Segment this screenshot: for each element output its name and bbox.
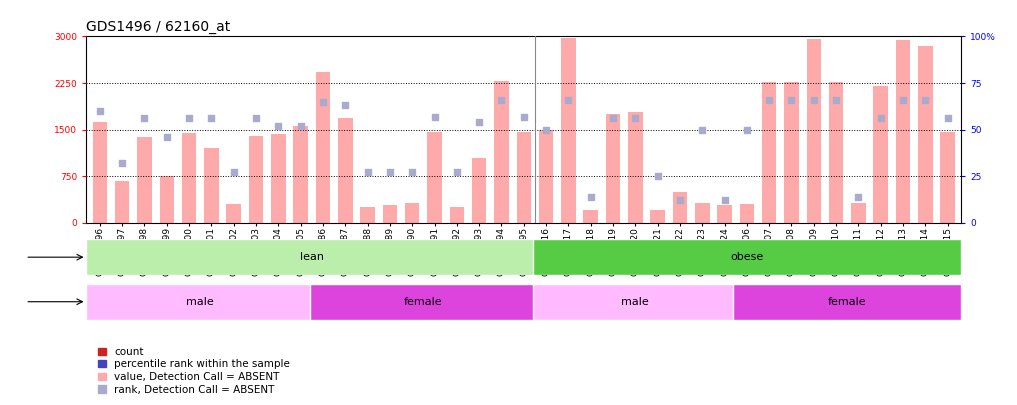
Text: female: female bbox=[828, 297, 866, 307]
Point bbox=[114, 160, 130, 166]
Bar bbox=[517, 132, 531, 223]
Text: obese: obese bbox=[730, 252, 764, 262]
Bar bbox=[427, 132, 441, 223]
Text: male: male bbox=[186, 297, 215, 307]
Bar bbox=[874, 86, 888, 223]
Point bbox=[136, 115, 153, 122]
Bar bbox=[86, 239, 537, 275]
Bar bbox=[896, 40, 910, 223]
Bar bbox=[315, 72, 331, 223]
Bar bbox=[86, 284, 314, 320]
Bar bbox=[733, 284, 961, 320]
Point bbox=[917, 96, 934, 103]
Text: lean: lean bbox=[300, 252, 323, 262]
Point bbox=[92, 108, 108, 114]
Point bbox=[426, 113, 442, 120]
Point bbox=[248, 115, 264, 122]
Point bbox=[850, 194, 866, 200]
Bar bbox=[784, 82, 798, 223]
Bar bbox=[309, 284, 537, 320]
Bar bbox=[851, 203, 865, 223]
Point bbox=[627, 115, 644, 122]
Point bbox=[471, 119, 487, 126]
Bar bbox=[829, 82, 843, 223]
Bar bbox=[272, 134, 286, 223]
Point bbox=[605, 115, 621, 122]
Point bbox=[783, 96, 799, 103]
Bar bbox=[450, 207, 464, 223]
Point bbox=[738, 126, 755, 133]
Point bbox=[448, 169, 465, 176]
Bar bbox=[338, 118, 353, 223]
Point bbox=[940, 115, 956, 122]
Bar bbox=[918, 46, 933, 223]
Bar bbox=[533, 239, 961, 275]
Point bbox=[226, 169, 242, 176]
Bar bbox=[941, 132, 955, 223]
Point bbox=[315, 98, 332, 105]
Bar bbox=[606, 114, 620, 223]
Bar bbox=[629, 112, 643, 223]
Point bbox=[716, 197, 732, 204]
Bar bbox=[249, 136, 263, 223]
Bar bbox=[204, 148, 219, 223]
Bar bbox=[651, 210, 665, 223]
Bar bbox=[806, 39, 821, 223]
Point bbox=[493, 96, 510, 103]
Text: male: male bbox=[621, 297, 649, 307]
Text: female: female bbox=[404, 297, 442, 307]
Point bbox=[159, 134, 175, 140]
Point bbox=[203, 115, 220, 122]
Bar bbox=[672, 192, 687, 223]
Point bbox=[805, 96, 822, 103]
Point bbox=[516, 113, 532, 120]
Point bbox=[650, 173, 666, 179]
Bar bbox=[93, 122, 107, 223]
Bar bbox=[115, 181, 129, 223]
Bar bbox=[494, 81, 508, 223]
Bar bbox=[739, 204, 755, 223]
Point bbox=[181, 115, 197, 122]
Point bbox=[895, 96, 911, 103]
Point bbox=[828, 96, 844, 103]
Bar bbox=[472, 158, 486, 223]
Bar bbox=[584, 210, 598, 223]
Bar bbox=[762, 82, 776, 223]
Point bbox=[672, 197, 689, 204]
Bar bbox=[405, 203, 419, 223]
Bar bbox=[360, 207, 375, 223]
Bar bbox=[539, 130, 553, 223]
Bar bbox=[160, 176, 174, 223]
Bar bbox=[137, 137, 152, 223]
Bar bbox=[717, 205, 732, 223]
Bar bbox=[227, 204, 241, 223]
Point bbox=[761, 96, 777, 103]
Point bbox=[293, 123, 309, 129]
Text: GDS1496 / 62160_at: GDS1496 / 62160_at bbox=[86, 20, 231, 34]
Point bbox=[359, 169, 375, 176]
Point bbox=[560, 96, 577, 103]
Point bbox=[583, 194, 599, 200]
Bar bbox=[293, 126, 308, 223]
Point bbox=[381, 169, 398, 176]
Point bbox=[271, 123, 287, 129]
Point bbox=[873, 115, 889, 122]
Bar bbox=[695, 203, 710, 223]
Point bbox=[404, 169, 420, 176]
Point bbox=[538, 126, 554, 133]
Bar bbox=[561, 38, 576, 223]
Bar bbox=[533, 284, 738, 320]
Bar bbox=[182, 133, 196, 223]
Bar bbox=[382, 205, 397, 223]
Legend: count, percentile rank within the sample, value, Detection Call = ABSENT, rank, : count, percentile rank within the sample… bbox=[97, 346, 291, 396]
Point bbox=[337, 102, 353, 109]
Point bbox=[695, 126, 711, 133]
